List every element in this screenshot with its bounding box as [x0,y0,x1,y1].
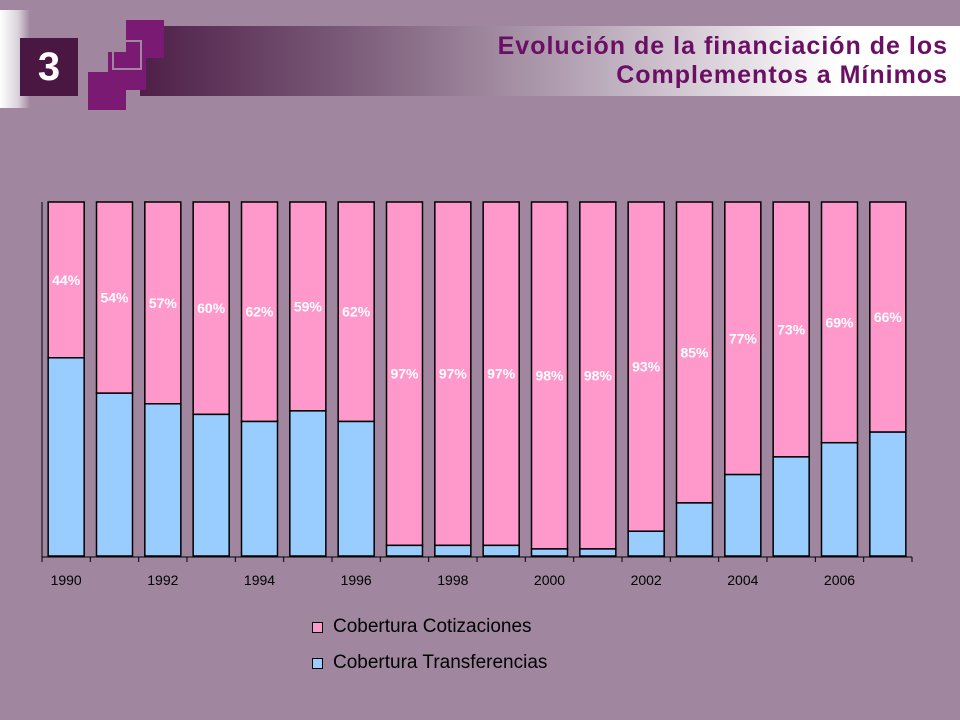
legend-label-transferencias: Cobertura Transferencias [333,652,548,673]
x-tick-label: 2000 [534,572,565,588]
data-label: 93% [632,359,661,375]
bar-transferencias [482,544,520,557]
bar-cotizaciones [482,201,520,547]
bar-transferencias [144,403,182,557]
bar-transferencias [192,413,230,557]
bar-transferencias [289,410,327,557]
bar-transferencias [820,441,859,557]
data-label: 97% [390,366,419,382]
x-tick-label: 2004 [727,572,758,588]
legend-label-cotizaciones: Cobertura Cotizaciones [333,616,532,637]
bar-transferencias [675,502,714,557]
data-label: 60% [197,300,226,316]
bar-cotizaciones [724,201,762,476]
bar-transferencias [579,548,617,557]
x-tick-label: 1996 [341,572,372,588]
data-label: 98% [535,367,564,383]
legend-swatch-transferencias [312,657,323,669]
decorative-square [126,20,164,58]
bar-cotizaciones [144,201,182,405]
data-label: 97% [487,366,516,382]
bar-transferencias [337,420,375,557]
page-title-line-2: Complementos a Mínimos [616,61,948,89]
bar-cotizaciones [820,201,859,444]
data-label: 77% [729,330,758,346]
bar-cotizaciones [192,201,230,416]
data-label: 44% [52,272,81,288]
data-label: 85% [680,344,709,360]
bar-transferencias [869,431,907,557]
bar-cotizaciones [289,201,327,412]
x-tick-label: 2006 [824,572,855,588]
x-tick-label: 2002 [631,572,662,588]
data-label: 59% [294,298,323,314]
bar-cotizaciones [47,201,85,359]
legend-swatch-cotizaciones [312,621,323,633]
data-label: 97% [439,366,468,382]
data-label: 66% [874,309,903,325]
bar-cotizaciones [772,201,810,458]
bar-cotizaciones [530,201,569,550]
page-title-line-1: Evolución de la financiación de los [497,32,948,60]
x-tick-label: 1998 [437,572,468,588]
bar-cotizaciones [675,201,714,504]
data-label: 73% [777,321,806,337]
bar-transferencias [434,544,472,557]
bar-transferencias [530,548,569,557]
data-label: 54% [100,290,129,306]
bar-cotizaciones [385,201,424,547]
bar-cotizaciones [95,201,134,394]
decorative-square [88,72,126,110]
bar-transferencias [95,392,134,557]
bar-transferencias [385,544,424,557]
bar-cotizaciones [579,201,617,550]
decorative-outline-square [112,40,142,70]
slide-number: 3 [20,38,78,96]
data-label: 62% [245,304,274,320]
x-tick-label: 1992 [147,572,178,588]
header-gradient-bar [140,26,960,96]
data-label: 69% [825,314,854,330]
x-tick-label: 1994 [244,572,275,588]
legend-entry-transferencias: Cobertura Transferencias [312,652,547,674]
data-label: 98% [584,367,613,383]
bar-transferencias [240,420,279,557]
page-title: Evolución de la financiación de los Comp… [388,32,948,90]
data-label: 57% [149,295,178,311]
bar-transferencias [772,456,810,557]
bar-transferencias [627,530,665,557]
bar-cotizaciones [434,201,472,547]
bar-transferencias [47,357,85,557]
x-tick-label: 1990 [51,572,82,588]
data-label: 62% [342,304,371,320]
bar-cotizaciones [627,201,665,532]
bar-cotizaciones [337,201,375,423]
bar-transferencias [724,473,762,557]
bar-cotizaciones [869,201,907,433]
legend-entry-cotizaciones: Cobertura Cotizaciones [312,616,532,638]
